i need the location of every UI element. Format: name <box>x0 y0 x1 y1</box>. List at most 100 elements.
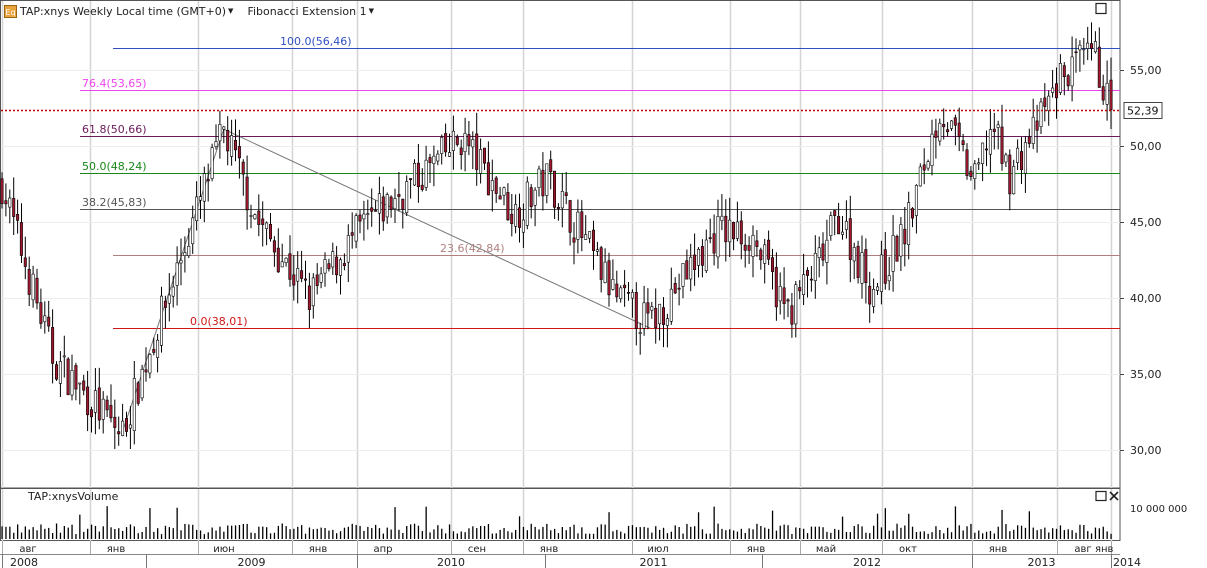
current-price-box <box>1123 102 1163 119</box>
volume-bar <box>1024 527 1027 539</box>
candle <box>782 267 786 320</box>
candle <box>521 203 525 248</box>
candle-body <box>907 202 911 246</box>
candle <box>490 159 494 212</box>
candle-body <box>234 140 238 151</box>
candle-body <box>1019 151 1023 171</box>
study-dropdown-icon[interactable]: ▼ <box>368 7 374 15</box>
candle <box>284 257 288 267</box>
candle <box>584 215 588 240</box>
candle <box>549 150 553 190</box>
candle <box>708 218 712 244</box>
candle <box>724 199 728 262</box>
candle <box>451 115 455 170</box>
volume-panel[interactable] <box>0 488 1121 541</box>
volume-bar <box>624 533 626 539</box>
volume-bar <box>884 508 886 539</box>
volume-bar <box>382 533 384 539</box>
candle <box>580 200 584 252</box>
candle-body <box>743 244 747 251</box>
candle-body <box>560 191 564 209</box>
month-label: янв <box>540 544 559 555</box>
volume-bar <box>448 524 451 539</box>
volume-bar <box>266 527 268 539</box>
volume-bar <box>32 527 34 539</box>
candle-body <box>74 365 78 390</box>
candle-body <box>202 173 206 202</box>
volume-bar <box>312 529 314 539</box>
candle <box>638 322 642 355</box>
candle-body <box>599 247 603 280</box>
volume-bar <box>153 531 155 539</box>
candle <box>611 259 615 291</box>
candle-body <box>455 137 459 145</box>
candle-body <box>825 239 829 263</box>
candle-body <box>689 256 693 280</box>
candle-body <box>646 302 650 314</box>
candle <box>195 181 199 231</box>
volume-bar <box>915 532 918 539</box>
candle <box>475 112 479 186</box>
volume-bar <box>328 530 330 539</box>
symbol-dropdown-icon[interactable]: ▼ <box>228 7 234 15</box>
candle <box>1109 57 1113 129</box>
study-title[interactable]: Fibonacci Extension 1 <box>247 4 367 18</box>
candle <box>1093 31 1097 54</box>
volume-bar <box>36 530 38 539</box>
volume-bar <box>320 527 322 539</box>
candle <box>249 204 253 229</box>
price-panel[interactable] <box>0 0 1121 489</box>
candle-body <box>198 196 202 201</box>
candle <box>514 194 518 234</box>
close-volume-panel-icon[interactable] <box>1109 491 1119 501</box>
candle-body <box>432 155 436 164</box>
volume-bar <box>129 524 132 539</box>
candle-body <box>1101 86 1105 101</box>
candle <box>323 252 327 287</box>
candle <box>222 125 226 144</box>
candle-body <box>31 273 35 301</box>
candle-body <box>292 274 296 286</box>
volume-bar <box>768 528 770 539</box>
candle <box>198 176 202 219</box>
volume-bar <box>332 529 334 539</box>
candle <box>875 283 879 295</box>
candle <box>4 183 8 217</box>
candle-body <box>296 268 300 282</box>
symbol-title[interactable]: TAP:xnys Weekly Local time (GMT+0) <box>20 4 227 18</box>
volume-bar <box>67 527 69 539</box>
volume-bar <box>678 527 680 539</box>
candle <box>646 288 650 330</box>
candle-body <box>1008 154 1012 195</box>
volume-bar <box>394 507 396 539</box>
candle-body <box>1055 83 1059 99</box>
candle-body <box>747 245 751 251</box>
candle <box>588 231 592 244</box>
candle-body <box>78 382 82 385</box>
volume-bar <box>301 525 303 539</box>
maximize-price-panel-icon[interactable] <box>1095 2 1107 15</box>
candle <box>234 119 238 162</box>
candle-body <box>1027 136 1031 144</box>
candle-body <box>381 196 385 222</box>
candle <box>572 222 576 265</box>
candle-body <box>444 133 448 153</box>
candle-body <box>638 332 642 334</box>
candle-body <box>175 262 179 286</box>
year-label: 2012 <box>853 556 881 568</box>
candle <box>471 131 475 170</box>
volume-bar <box>234 525 237 539</box>
candle <box>444 123 448 157</box>
candle <box>35 268 39 310</box>
volume-bar <box>589 533 591 539</box>
candle-body <box>494 177 498 194</box>
candle <box>432 145 436 187</box>
candle-body <box>580 211 584 239</box>
volume-bar <box>561 527 563 539</box>
candle-body <box>303 278 307 281</box>
candle-body <box>490 180 494 191</box>
candle-body <box>420 184 424 190</box>
maximize-volume-panel-icon[interactable] <box>1095 490 1107 502</box>
